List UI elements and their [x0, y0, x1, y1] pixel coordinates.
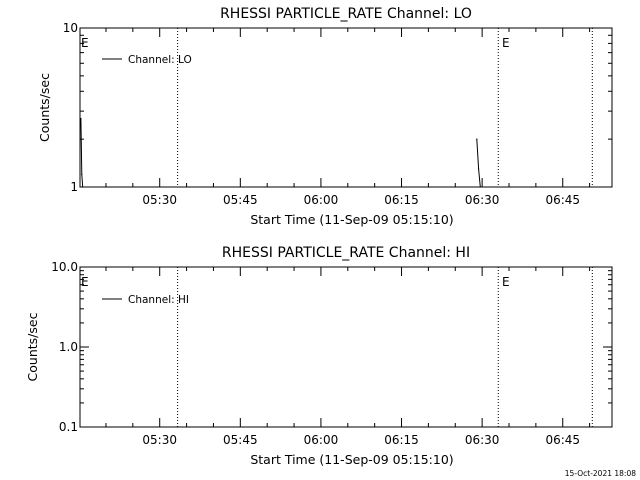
legend-label: Channel: HI: [128, 294, 189, 306]
x-axis-label: Start Time (11-Sep-09 05:15:10): [250, 212, 453, 227]
y-tick-label: 10: [63, 21, 78, 35]
y-tick-label: 10.0: [51, 260, 78, 274]
plot-frame: [79, 27, 613, 188]
x-tick-label: 06:15: [384, 433, 419, 447]
data-point: [477, 168, 480, 170]
data-point: [479, 186, 481, 188]
plot-frame: [79, 266, 613, 428]
x-tick-label: 06:00: [304, 433, 339, 447]
x-tick-label: 06:15: [384, 193, 419, 207]
x-tick-label: 06:30: [465, 433, 500, 447]
x-tick-label: 06:00: [304, 193, 339, 207]
event-marker-label: E: [502, 275, 510, 289]
y-tick-label: 0.1: [59, 420, 78, 434]
event-marker-label: E: [81, 36, 89, 50]
y-axis-label: Counts/sec: [37, 73, 52, 142]
x-tick-label: 05:30: [142, 433, 177, 447]
timestamp: 15-Oct-2021 18:08: [565, 469, 636, 478]
y-axis-label: Counts/sec: [25, 312, 40, 381]
y-tick-label: 1: [70, 180, 78, 194]
chart-title: RHESSI PARTICLE_RATE Channel: LO: [220, 6, 472, 22]
data-point: [82, 186, 84, 188]
x-tick-label: 05:45: [223, 193, 258, 207]
series-line: [476, 139, 481, 188]
data-point: [81, 173, 83, 176]
x-tick-label: 06:30: [465, 193, 500, 207]
x-tick-label: 05:30: [142, 193, 177, 207]
legend-label: Channel: LO: [128, 54, 192, 66]
data-point: [476, 138, 478, 140]
x-axis-label: Start Time (11-Sep-09 05:15:10): [250, 452, 453, 467]
x-tick-label: 05:45: [223, 433, 258, 447]
chart-title: RHESSI PARTICLE_RATE Channel: HI: [222, 245, 470, 261]
data-point: [80, 117, 82, 120]
series-line: [80, 118, 84, 188]
event-marker-label: E: [502, 36, 510, 50]
x-tick-label: 06:45: [545, 433, 580, 447]
y-tick-label: 1.0: [59, 340, 78, 354]
x-tick-label: 06:45: [545, 193, 580, 207]
event-marker-label: E: [81, 275, 89, 289]
